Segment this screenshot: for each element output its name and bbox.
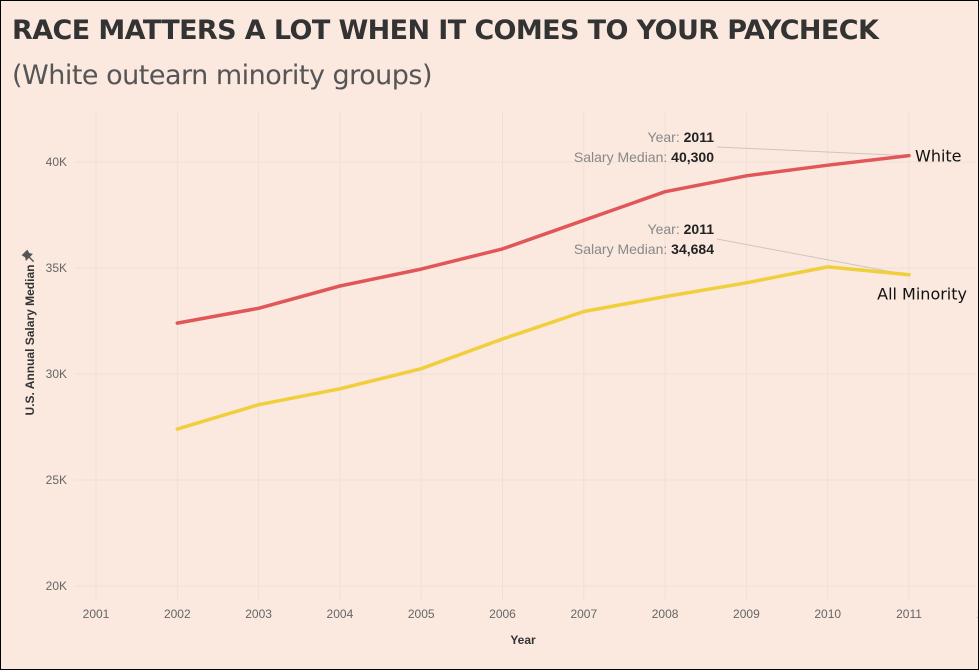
series-end-labels: White All Minority bbox=[877, 147, 967, 304]
series-end-label-white: White bbox=[915, 147, 962, 166]
annotation-year: Year: 2011 bbox=[648, 129, 715, 145]
x-tick-label: 2011 bbox=[896, 607, 922, 621]
annotation-year: Year: 2011 bbox=[648, 221, 715, 237]
y-tick-label: 30K bbox=[46, 367, 67, 381]
gridlines bbox=[75, 111, 976, 601]
series-line-white bbox=[175, 153, 911, 325]
annotation-leader bbox=[716, 146, 908, 157]
x-axis-title: Year bbox=[510, 633, 536, 647]
x-tick-label: 2007 bbox=[570, 607, 597, 621]
y-axis-title: U.S. Annual Salary Median bbox=[23, 265, 37, 416]
x-tick-label: 2009 bbox=[733, 607, 760, 621]
series-end-label-all-minority: All Minority bbox=[877, 285, 967, 304]
annotation-salary: Salary Median: 40,300 bbox=[574, 149, 714, 165]
x-tick-label: 2005 bbox=[408, 607, 435, 621]
annotation-leaders bbox=[716, 146, 908, 276]
x-tick-label: 2010 bbox=[814, 607, 841, 621]
x-tick-label: 2006 bbox=[489, 607, 516, 621]
y-tick-label: 20K bbox=[46, 579, 67, 593]
annotations: Year: 2011 Salary Median: 40,300 Year: 201… bbox=[574, 129, 714, 257]
y-tick-label: 40K bbox=[46, 155, 67, 169]
chart-subtitle: (White outearn minority groups) bbox=[12, 60, 433, 91]
y-tick-label: 25K bbox=[46, 473, 67, 487]
series-line-all-minority bbox=[175, 265, 911, 431]
x-tick-label: 2001 bbox=[83, 607, 110, 621]
chart-title: RACE MATTERS A LOT WHEN IT COMES TO YOUR… bbox=[12, 15, 879, 46]
pin-icon[interactable] bbox=[21, 249, 37, 265]
x-tick-label: 2004 bbox=[327, 607, 354, 621]
annotation-leader bbox=[716, 238, 908, 276]
x-tick-label: 2002 bbox=[164, 607, 191, 621]
x-tick-label: 2012 bbox=[977, 607, 978, 621]
y-axis-ticks: 20K 25K 30K 35K 40K bbox=[46, 155, 67, 593]
y-tick-label: 35K bbox=[46, 261, 67, 275]
annotation-salary: Salary Median: 34,684 bbox=[574, 241, 714, 257]
x-tick-label: 2003 bbox=[245, 607, 272, 621]
x-tick-label: 2008 bbox=[652, 607, 679, 621]
series-lines bbox=[175, 153, 911, 431]
x-axis-ticks: 2001 2002 2003 2004 2005 2006 2007 2008 2009 2010… bbox=[83, 607, 978, 621]
